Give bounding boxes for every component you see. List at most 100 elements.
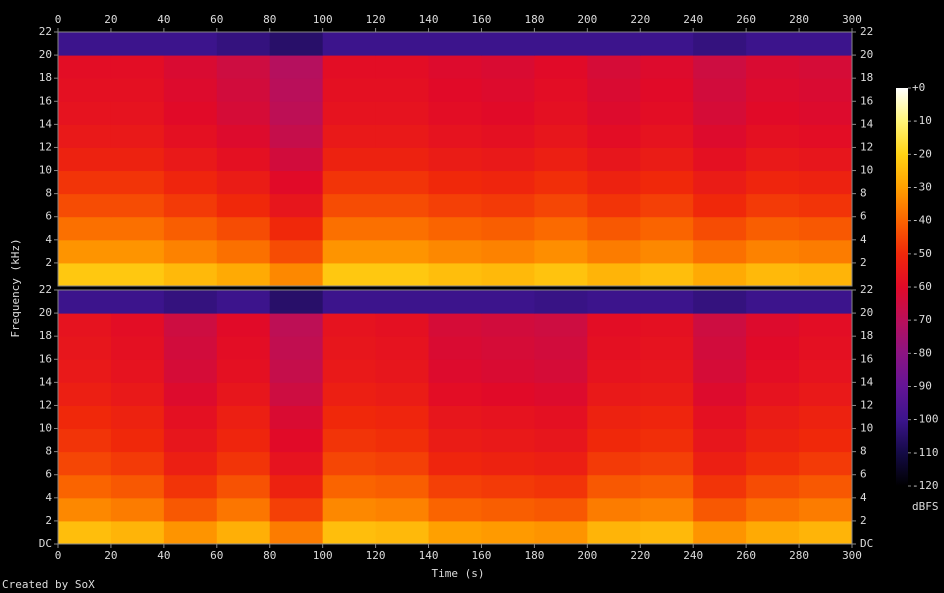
- heatmap-cell: [534, 405, 588, 430]
- heatmap-cell: [693, 497, 747, 522]
- heatmap-cell: [640, 216, 694, 241]
- heatmap-cell: [428, 193, 482, 218]
- heatmap-cell: [534, 359, 588, 383]
- x-tick-label: 220: [630, 13, 650, 26]
- heatmap-cell: [375, 262, 430, 287]
- heatmap-cell: [746, 55, 800, 79]
- heatmap-cell: [481, 147, 535, 172]
- x-tick-label: 60: [210, 549, 223, 562]
- heatmap-cell: [269, 170, 324, 195]
- panel-frame: [57, 289, 853, 545]
- y-tick-label-right: 6: [860, 468, 867, 481]
- heatmap-cell: [428, 359, 482, 383]
- heatmap-cell: [799, 451, 853, 476]
- colorbar-tick-label: -10: [912, 114, 932, 127]
- heatmap-cell: [110, 101, 165, 125]
- heatmap-cell: [693, 124, 747, 148]
- heatmap-cell: [58, 78, 112, 102]
- heatmap-cell: [640, 382, 694, 406]
- heatmap-cell: [799, 290, 853, 314]
- heatmap-cell: [110, 474, 165, 499]
- y-tick-label: 16: [39, 94, 52, 107]
- heatmap-cell: [322, 55, 377, 79]
- colorbar-tick-label: -50: [912, 247, 932, 260]
- heatmap-cell: [587, 313, 641, 337]
- y-tick-label-right: 14: [860, 375, 874, 388]
- heatmap-cell: [322, 520, 377, 545]
- heatmap-cell: [428, 239, 482, 264]
- heatmap-cell: [163, 124, 218, 148]
- heatmap-cell: [428, 497, 482, 522]
- y-tick-label-right: 8: [860, 187, 867, 200]
- y-tick-label: 20: [39, 306, 52, 319]
- heatmap-cell: [587, 32, 641, 56]
- heatmap-cell: [58, 147, 112, 172]
- heatmap-cell: [746, 451, 800, 476]
- heatmap-cell: [534, 262, 588, 287]
- heatmap-cell: [58, 359, 112, 383]
- heatmap-cell: [428, 451, 482, 476]
- heatmap-cell: [481, 101, 535, 125]
- heatmap-cell: [375, 405, 430, 430]
- heatmap-cell: [481, 359, 535, 383]
- heatmap-cell: [799, 147, 853, 172]
- heatmap-cell: [640, 520, 694, 545]
- x-tick-label: 20: [104, 549, 117, 562]
- heatmap-cell: [110, 520, 165, 545]
- heatmap-cell: [375, 124, 430, 148]
- heatmap-cell: [746, 124, 800, 148]
- heatmap-cell: [58, 262, 112, 287]
- heatmap-cell: [534, 451, 588, 476]
- heatmap-cell: [269, 382, 324, 406]
- y-tick-label-right: 20: [860, 48, 873, 61]
- heatmap-cell: [693, 313, 747, 337]
- heatmap-cell: [163, 216, 218, 241]
- heatmap-cell: [322, 313, 377, 337]
- heatmap-cell: [693, 170, 747, 195]
- heatmap-cell: [269, 124, 324, 148]
- x-tick-label: 240: [683, 549, 703, 562]
- y-tick-label-right: 22: [860, 283, 873, 296]
- heatmap-cell: [110, 216, 165, 241]
- heatmap-cell: [746, 359, 800, 383]
- heatmap-cell: [428, 313, 482, 337]
- heatmap-cell: [269, 78, 324, 102]
- heatmap-cell: [799, 193, 853, 218]
- x-tick-label: 240: [683, 13, 703, 26]
- heatmap-cell: [640, 32, 694, 56]
- heatmap-cell: [693, 147, 747, 172]
- colorbar-tick-label: -90: [912, 380, 932, 393]
- heatmap-cell: [163, 239, 218, 264]
- heatmap-cell: [375, 32, 430, 56]
- heatmap-cell: [587, 193, 641, 218]
- heatmap-cell: [693, 474, 747, 499]
- heatmap-cell: [799, 124, 853, 148]
- heatmap-cell: [110, 497, 165, 522]
- heatmap-cell: [693, 193, 747, 218]
- heatmap-cell: [163, 32, 218, 56]
- heatmap-cell: [216, 359, 271, 383]
- heatmap-cell: [428, 216, 482, 241]
- heatmap-cell: [640, 170, 694, 195]
- heatmap-cell: [375, 78, 430, 102]
- heatmap-cell: [481, 170, 535, 195]
- heatmap-cell: [640, 124, 694, 148]
- heatmap-cell: [481, 428, 535, 453]
- heatmap-cell: [799, 262, 853, 287]
- heatmap-cell: [216, 290, 271, 314]
- heatmap-cell: [269, 336, 324, 360]
- heatmap-cell: [110, 290, 165, 314]
- heatmap-cell: [534, 428, 588, 453]
- x-tick-label: 200: [577, 13, 597, 26]
- y-tick-label-right: 6: [860, 210, 867, 223]
- x-tick-label: 300: [842, 13, 862, 26]
- heatmap-cell: [799, 405, 853, 430]
- y-tick-label: 2: [45, 256, 52, 269]
- y-tick-label-right: 2: [860, 256, 867, 269]
- heatmap-cell: [640, 313, 694, 337]
- heatmap-cell: [58, 313, 112, 337]
- heatmap-cell: [269, 313, 324, 337]
- heatmap-cell: [110, 262, 165, 287]
- heatmap-cell: [693, 290, 747, 314]
- x-tick-label: 220: [630, 549, 650, 562]
